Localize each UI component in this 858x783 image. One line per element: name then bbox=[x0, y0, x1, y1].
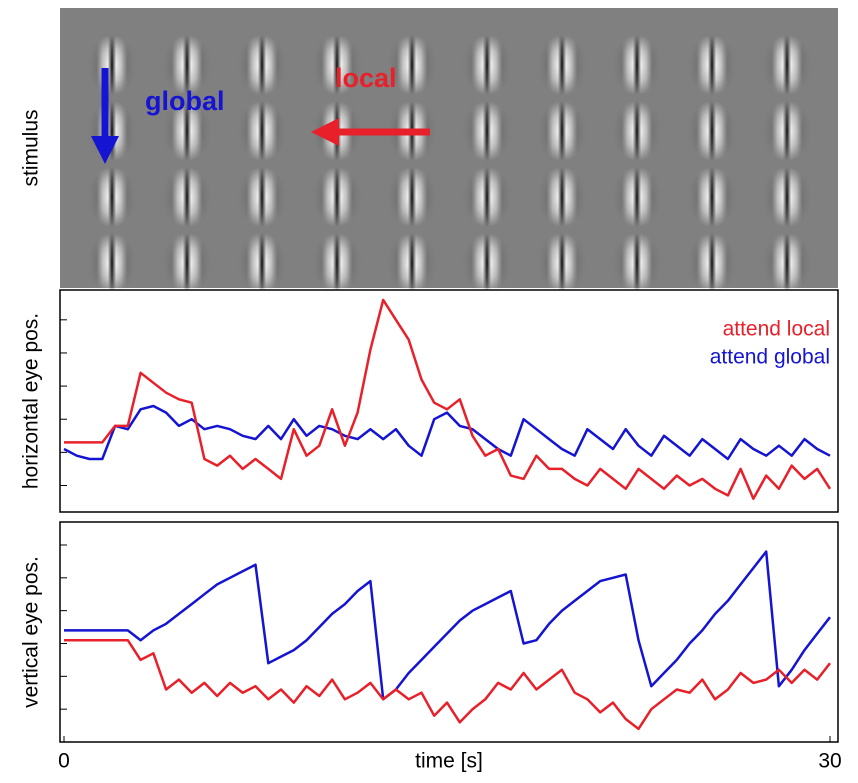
legend-entry: attend global bbox=[710, 346, 830, 369]
gabor bbox=[311, 233, 363, 293]
gabor bbox=[311, 167, 363, 227]
gabor bbox=[161, 101, 213, 161]
gabor bbox=[86, 233, 138, 293]
gabor bbox=[761, 35, 813, 95]
gabor bbox=[611, 167, 663, 227]
series-line bbox=[64, 638, 831, 731]
gabor bbox=[236, 233, 288, 293]
gabor bbox=[161, 35, 213, 95]
gabor bbox=[686, 35, 738, 95]
x-tick-label: 30 bbox=[818, 750, 841, 773]
gabor bbox=[611, 233, 663, 293]
gabor bbox=[611, 35, 663, 95]
local-label: local bbox=[335, 63, 397, 93]
gabor bbox=[611, 101, 663, 161]
gabor bbox=[536, 35, 588, 95]
gabor bbox=[311, 35, 363, 95]
gabor bbox=[236, 35, 288, 95]
gabor bbox=[386, 233, 438, 293]
y-axis-label: vertical eye pos. bbox=[20, 556, 43, 708]
gabor bbox=[761, 101, 813, 161]
legend-entry: attend local bbox=[723, 318, 830, 341]
gabor bbox=[461, 35, 513, 95]
x-tick-label: 0 bbox=[58, 750, 70, 773]
gabor bbox=[536, 167, 588, 227]
x-axis-label: time [s] bbox=[415, 750, 483, 773]
series-line bbox=[63, 404, 831, 461]
plot-frame bbox=[59, 289, 839, 513]
series-line bbox=[64, 298, 832, 500]
gabor bbox=[86, 167, 138, 227]
gabor bbox=[461, 101, 513, 161]
gabor bbox=[536, 101, 588, 161]
gabor bbox=[686, 167, 738, 227]
global-label: global bbox=[145, 86, 225, 116]
gabor bbox=[386, 35, 438, 95]
gabor bbox=[386, 167, 438, 227]
gabor-grid bbox=[86, 35, 813, 293]
gabor bbox=[461, 167, 513, 227]
gabor bbox=[86, 101, 138, 161]
gabor bbox=[461, 233, 513, 293]
gabor bbox=[161, 233, 213, 293]
gabor bbox=[536, 233, 588, 293]
gabor bbox=[236, 167, 288, 227]
y-axis-label: horizontal eye pos. bbox=[20, 313, 43, 489]
gabor bbox=[686, 233, 738, 293]
stimulus-label: stimulus bbox=[20, 109, 43, 186]
gabor bbox=[161, 167, 213, 227]
gabor bbox=[86, 35, 138, 95]
gabor bbox=[761, 167, 813, 227]
gabor bbox=[236, 101, 288, 161]
gabor bbox=[761, 233, 813, 293]
gabor bbox=[686, 101, 738, 161]
series-line bbox=[64, 550, 831, 701]
